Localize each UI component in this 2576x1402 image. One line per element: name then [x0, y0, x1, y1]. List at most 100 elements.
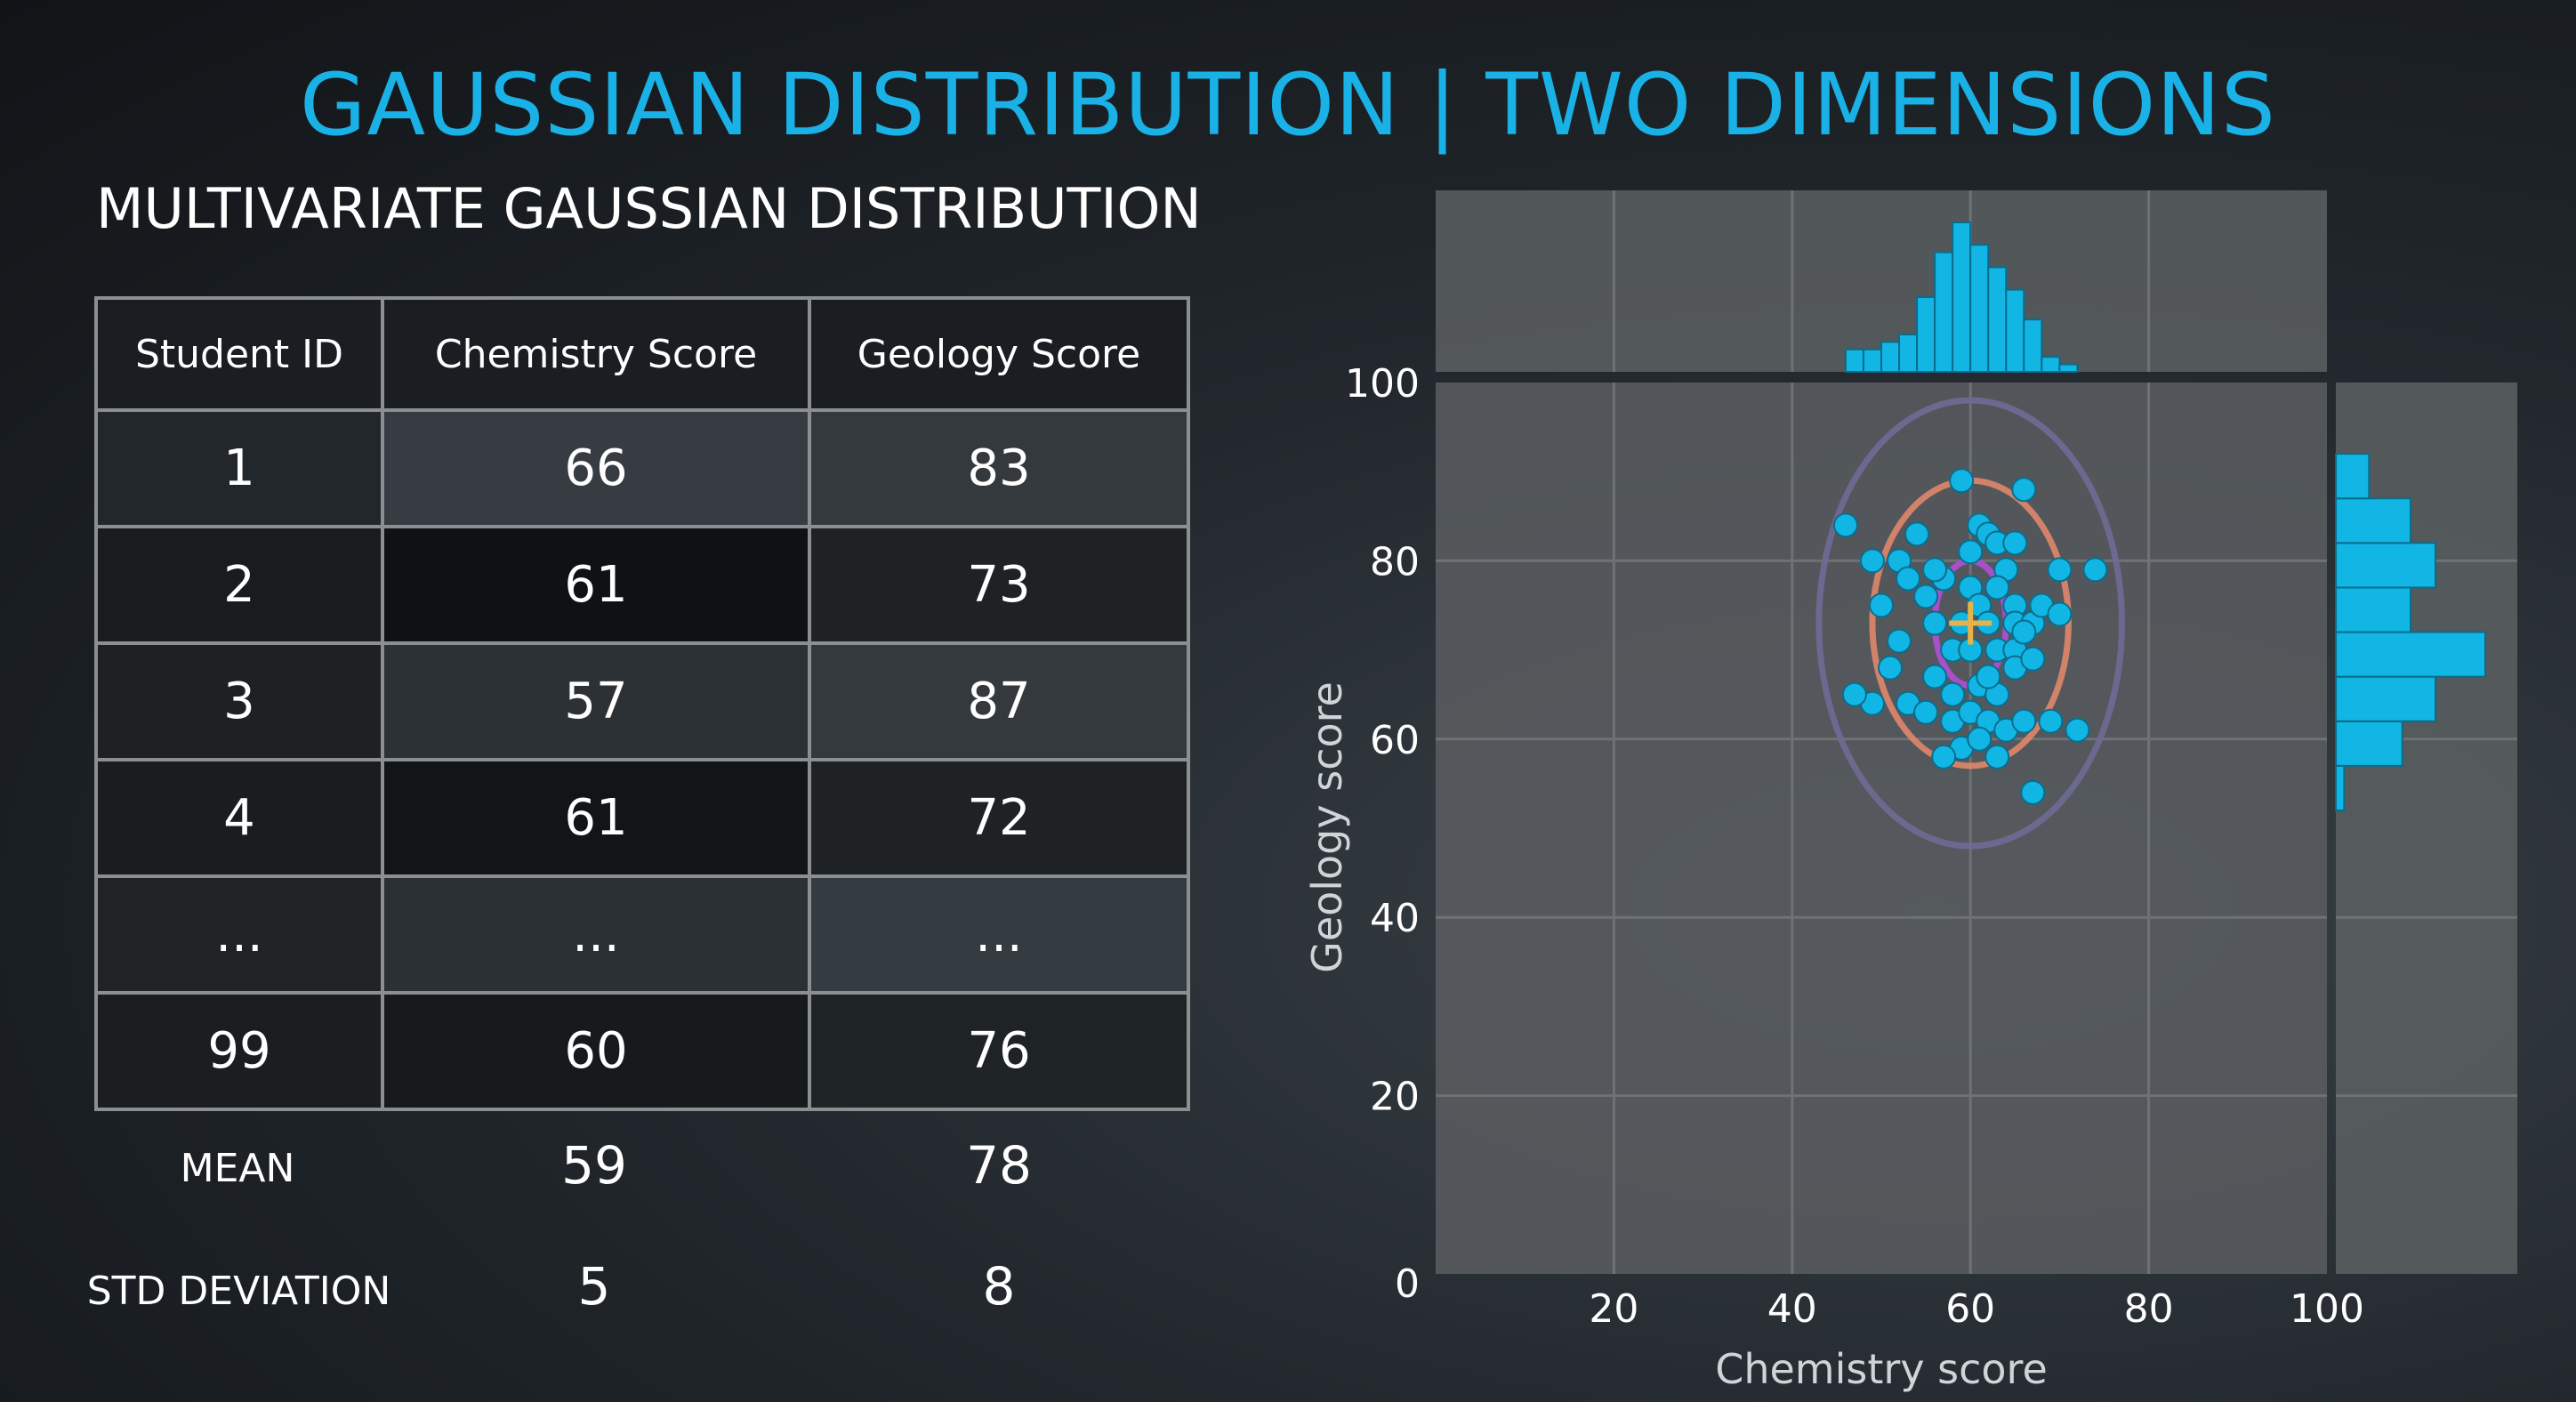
data-point — [1922, 664, 1948, 689]
subtitle: MULTIVARIATE GAUSSIAN DISTRIBUTION — [96, 176, 1202, 241]
histogram-bar — [1862, 348, 1882, 373]
data-point — [2020, 779, 2046, 805]
x-tick-label: 20 — [1589, 1286, 1638, 1332]
cell-chemistry: 60 — [381, 991, 811, 1111]
cell-chemistry: ... — [381, 874, 811, 995]
histogram-bar — [2335, 497, 2411, 544]
data-point — [1913, 584, 1939, 609]
data-point — [1976, 664, 2001, 689]
y-tick-label: 40 — [1370, 896, 1420, 941]
density-contour — [1815, 397, 2126, 850]
cell-geology: 87 — [808, 641, 1190, 761]
cell-chemistry: 66 — [381, 408, 811, 528]
right-histogram-panel — [2335, 383, 2517, 1274]
x-tick-label: 60 — [1945, 1286, 1995, 1332]
std-geology: 8 — [982, 1256, 1016, 1317]
std-chemistry: 5 — [577, 1256, 611, 1317]
data-point — [1878, 655, 1904, 681]
histogram-bar — [1916, 296, 1936, 373]
mean-geology: 78 — [966, 1135, 1032, 1196]
data-point — [1922, 557, 1948, 583]
cell-geology: ... — [808, 874, 1190, 995]
x-tick-label: 80 — [2124, 1286, 2174, 1332]
x-tick-label: 40 — [1767, 1286, 1817, 1332]
header-student-id: Student ID — [94, 296, 384, 412]
histogram-bar — [2335, 720, 2403, 767]
histogram-bar — [2023, 318, 2043, 374]
x-tick-label: 100 — [2290, 1286, 2364, 1332]
data-point — [2011, 619, 2037, 645]
data-point — [1859, 548, 1885, 574]
data-point — [1869, 592, 1894, 618]
top-histogram-panel — [1436, 190, 2327, 374]
cell-geology: 73 — [808, 525, 1190, 645]
y-tick-label: 20 — [1370, 1075, 1420, 1120]
histogram-bar — [1898, 334, 1919, 373]
histogram-bar — [1934, 251, 1954, 373]
data-point — [1832, 512, 1858, 538]
histogram-bar — [1969, 244, 1990, 374]
mean-chemistry: 59 — [561, 1135, 627, 1196]
main-title: GAUSSIAN DISTRIBUTION | TWO DIMENSIONS — [300, 55, 2276, 155]
data-point — [1931, 744, 1957, 769]
plot-background — [1436, 383, 2327, 1274]
data-point — [1896, 566, 1921, 592]
data-point — [2065, 717, 2090, 743]
histogram-bar — [1880, 341, 1901, 373]
mean-label: MEAN — [180, 1146, 295, 1191]
histogram-bar — [1987, 266, 2008, 373]
cell-chemistry: 61 — [381, 758, 811, 878]
data-point — [2047, 601, 2073, 627]
table-row: 4 61 72 — [94, 758, 1190, 878]
cell-student-id: 99 — [94, 991, 384, 1111]
y-tick-label: 80 — [1370, 539, 1420, 584]
histogram-bar — [2335, 542, 2436, 589]
histogram-bar — [2041, 356, 2061, 374]
table-row: 99 60 76 — [94, 991, 1190, 1111]
data-point — [2011, 708, 2037, 734]
data-point — [1904, 521, 1930, 547]
table-header-row: Student ID Chemistry Score Geology Score — [94, 296, 1190, 412]
histogram-bar — [1844, 348, 1864, 373]
table-row: 1 66 83 — [94, 408, 1190, 528]
y-tick-label: 60 — [1370, 718, 1420, 763]
y-tick-label: 0 — [1395, 1261, 1420, 1307]
data-point — [1922, 610, 1948, 636]
histogram-bar — [2335, 764, 2346, 811]
data-point — [1984, 744, 2010, 769]
histogram-bar — [1952, 222, 1972, 373]
cell-student-id: 3 — [94, 641, 384, 761]
data-point — [1913, 699, 1939, 725]
data-point — [2002, 530, 2028, 556]
histogram-bar — [2335, 631, 2486, 678]
data-point — [2082, 557, 2108, 583]
table-row: ... ... ... — [94, 874, 1190, 995]
scatter-panel — [1436, 383, 2327, 1274]
table-row: 3 57 87 — [94, 641, 1190, 761]
y-axis-label: Geology score — [1303, 681, 1351, 973]
data-point — [1841, 681, 1867, 707]
header-chemistry-score: Chemistry Score — [381, 296, 811, 412]
data-point — [1967, 726, 1992, 752]
cell-student-id: 1 — [94, 408, 384, 528]
cell-student-id: 4 — [94, 758, 384, 878]
cell-chemistry: 57 — [381, 641, 811, 761]
header-geology-score: Geology Score — [808, 296, 1190, 412]
std-label: STD DEVIATION — [86, 1269, 391, 1314]
data-point — [2011, 477, 2037, 503]
cell-geology: 76 — [808, 991, 1190, 1111]
data-point — [1940, 681, 1966, 707]
cell-chemistry: 61 — [381, 525, 811, 645]
y-tick-label: 100 — [1345, 361, 1420, 407]
data-point — [1958, 539, 1984, 565]
cell-geology: 72 — [808, 758, 1190, 878]
scores-table: Student ID Chemistry Score Geology Score… — [94, 296, 1190, 1111]
histogram-bar — [2335, 453, 2371, 500]
cell-student-id: ... — [94, 874, 384, 995]
histogram-bar — [2335, 675, 2436, 722]
cell-student-id: 2 — [94, 525, 384, 645]
data-point — [2038, 708, 2064, 734]
cell-geology: 83 — [808, 408, 1190, 528]
x-axis-label: Chemistry score — [1715, 1345, 2048, 1393]
